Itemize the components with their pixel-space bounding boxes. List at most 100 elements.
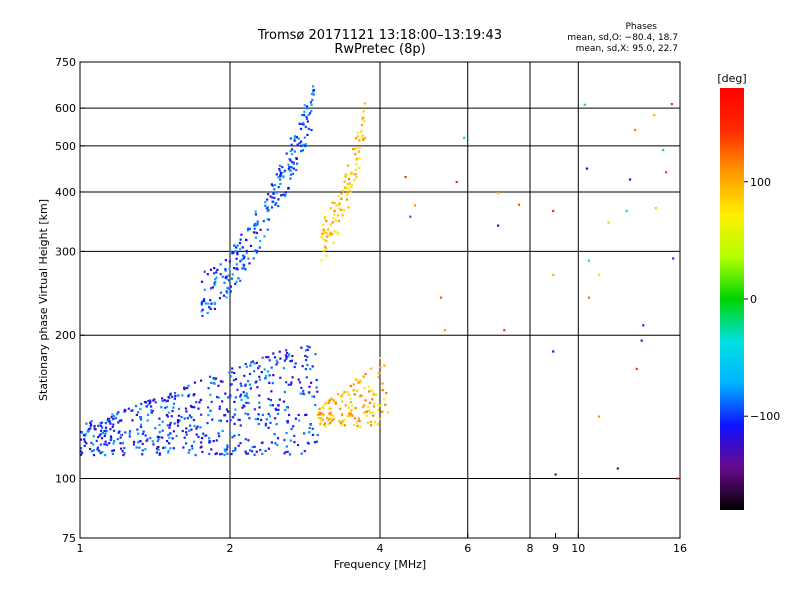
data-point [300,140,303,143]
data-point [358,146,361,149]
data-point [381,388,384,392]
data-point [139,418,143,421]
data-point [362,116,365,119]
data-point [279,182,282,185]
data-point [107,417,110,420]
data-point [91,450,94,453]
data-point [258,365,261,368]
data-point [341,420,344,423]
data-point [192,394,195,397]
data-point [261,413,264,416]
data-point [346,183,349,186]
data-point [213,301,216,304]
data-point [137,432,140,435]
data-point [312,93,315,96]
data-point [338,202,341,205]
data-point [258,378,262,381]
data-point [97,424,100,427]
data-point [346,391,349,394]
data-point [157,438,160,441]
data-point [128,435,131,438]
y-tick-label: 100 [55,473,76,486]
data-point [165,414,168,417]
data-point [359,395,362,398]
data-point [242,266,245,269]
data-point [257,413,260,416]
data-point [89,421,92,424]
data-point [356,131,359,134]
data-point [352,148,355,151]
data-point [132,443,135,446]
data-point [275,359,278,362]
data-point [296,444,300,447]
data-point [311,395,314,398]
data-point [290,153,294,156]
data-point [116,413,119,416]
data-point [313,441,316,444]
data-point [156,446,159,449]
data-point [238,366,241,369]
data-point [279,164,282,167]
data-point [141,442,144,445]
data-point [177,394,180,397]
data-point [233,371,236,375]
data-point [355,421,358,424]
data-point [219,419,222,422]
data-point [235,257,238,260]
data-point [325,231,328,235]
data-point [194,454,197,457]
data-point [213,378,216,381]
data-point [305,117,309,120]
data-point [325,254,328,257]
data-point [286,421,289,424]
data-point [150,411,153,414]
data-point [361,134,364,137]
data-point [267,447,270,450]
data-point [188,449,191,452]
data-point [229,290,232,293]
data-point [274,407,277,410]
data-point [203,299,206,303]
data-point [98,449,101,452]
data-point [146,413,150,416]
data-point [303,110,306,113]
data-point [324,246,327,249]
data-point [377,408,380,411]
data-point [354,153,357,156]
data-point [154,401,157,404]
data-point [167,451,170,454]
data-point [240,398,243,401]
data-point [372,393,375,397]
data-point [237,277,240,280]
data-point [272,191,275,194]
data-point [89,424,92,427]
data-point [254,231,257,234]
data-point [228,260,231,263]
data-point [252,231,256,234]
data-point [298,419,301,422]
data-point [226,291,229,294]
data-point [377,422,380,425]
data-point [275,173,278,176]
data-point [356,424,359,428]
data-point [200,445,203,448]
data-point [271,404,274,407]
data-point [168,424,172,427]
data-point [145,439,148,442]
data-point [331,221,334,224]
data-point [207,406,210,409]
data-point [213,284,216,287]
data-point [345,187,348,190]
data-point [337,195,340,198]
data-point [330,397,333,400]
data-point [357,417,360,420]
data-point [206,311,209,315]
data-point [374,393,377,397]
data-point [273,356,277,359]
data-point [381,382,384,385]
data-point [322,223,325,226]
data-point [165,440,169,443]
data-point [349,397,352,400]
data-point [322,238,325,241]
data-point [371,398,374,401]
